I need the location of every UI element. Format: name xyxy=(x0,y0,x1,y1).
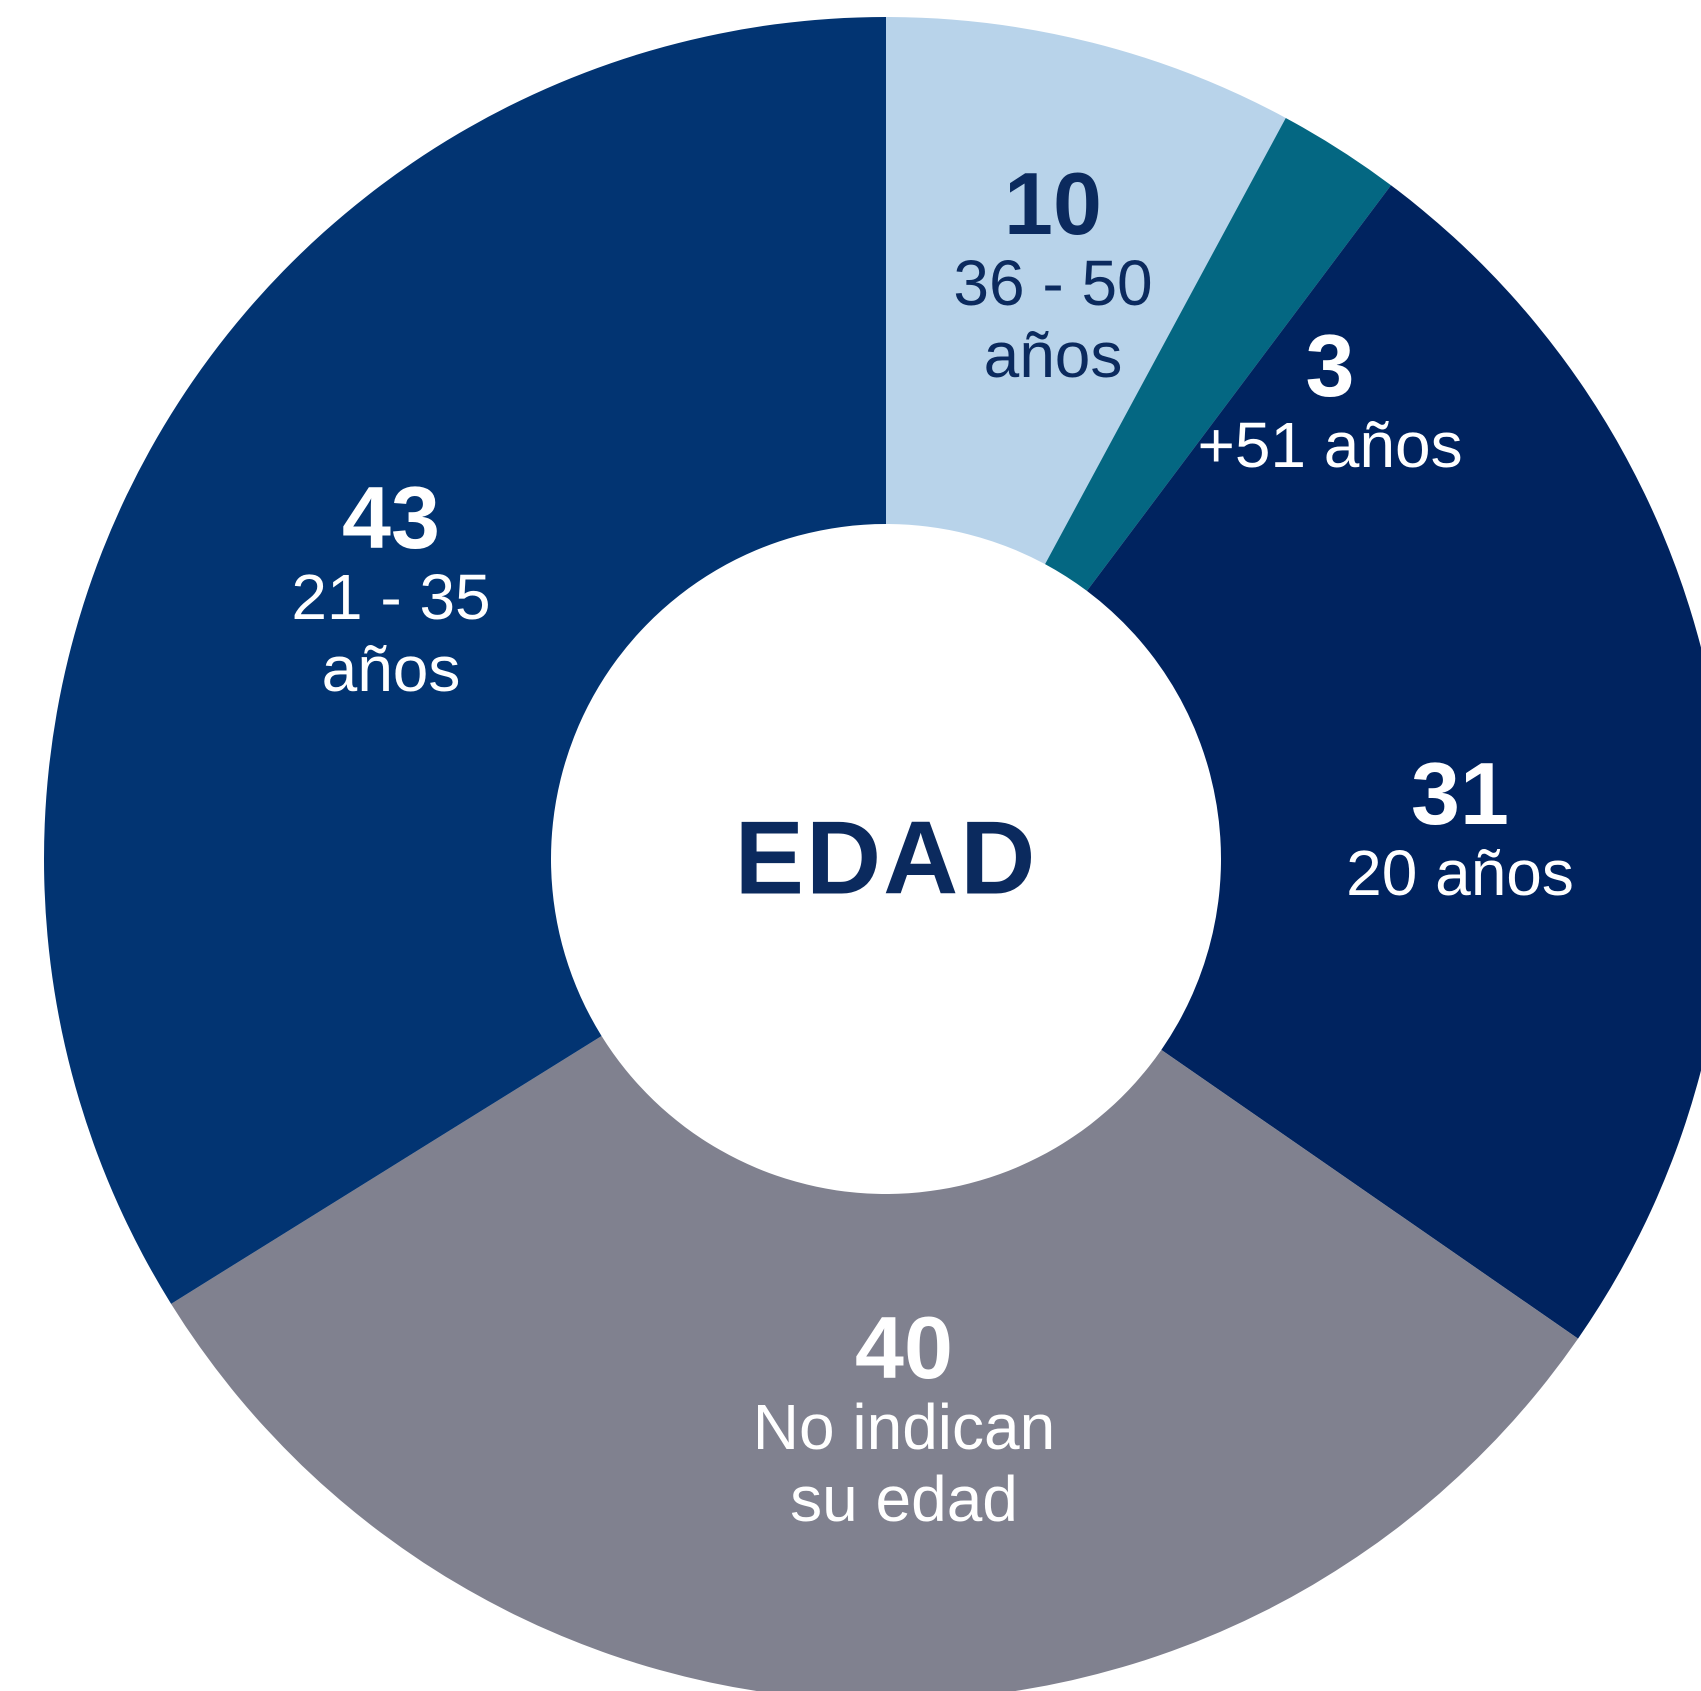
segment-label: 10 36 - 50 años xyxy=(903,160,1203,391)
category-label: 36 - 50 años xyxy=(953,247,1153,391)
value-label: 31 xyxy=(1411,744,1509,843)
category-label: 20 años xyxy=(1346,837,1574,909)
category-label: No indican su edad xyxy=(752,1391,1056,1535)
segment-label: 3 +51 años xyxy=(1130,322,1530,482)
donut-segment xyxy=(886,17,1286,565)
donut-segment xyxy=(1045,117,1391,591)
category-label: +51 años xyxy=(1197,409,1463,481)
value-label: 40 xyxy=(855,1298,953,1397)
segment-label: 43 21 - 35 años xyxy=(241,474,541,705)
segment-label: 40 No indican su edad xyxy=(714,1304,1094,1535)
value-label: 3 xyxy=(1305,316,1355,415)
chart-title: EDAD xyxy=(734,800,1038,917)
value-label: 43 xyxy=(342,468,440,567)
category-label: 21 - 35 años xyxy=(291,561,491,705)
donut-segment xyxy=(171,1035,1579,1691)
value-label: 10 xyxy=(1004,154,1102,253)
donut-segment xyxy=(43,17,887,1304)
donut-segment xyxy=(1086,185,1701,1339)
segment-label: 31 20 años xyxy=(1260,750,1660,910)
